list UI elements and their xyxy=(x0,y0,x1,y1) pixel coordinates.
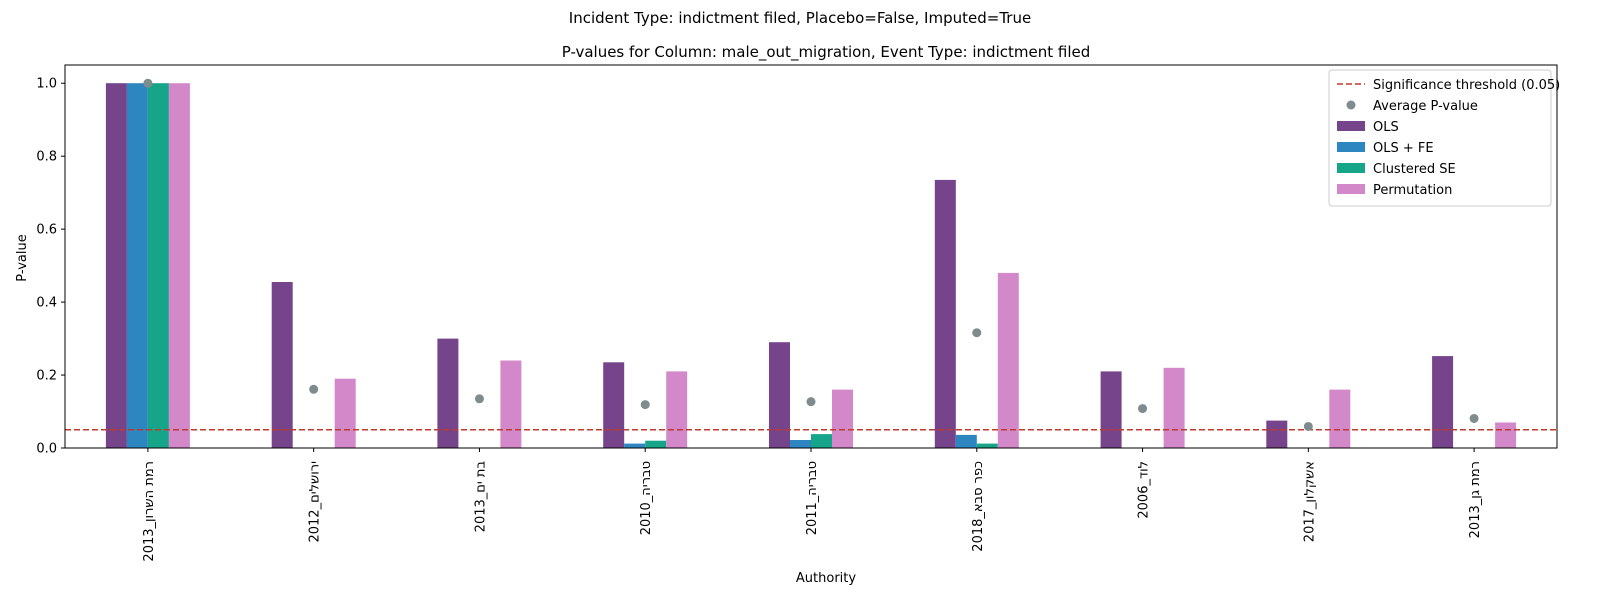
legend-label: Significance threshold (0.05) xyxy=(1373,78,1560,93)
average-pvalue-point xyxy=(972,328,982,338)
legend-label: OLS + FE xyxy=(1373,141,1434,156)
x-tick-label: טבריה_2010 xyxy=(639,461,654,535)
x-tick-label: רמת גן_2013 xyxy=(1468,461,1483,538)
x-tick-label: אשקלון_2017 xyxy=(1302,461,1317,542)
bar-ols xyxy=(1100,371,1122,448)
bar-ols xyxy=(934,179,956,448)
legend-box xyxy=(1328,69,1552,207)
bar-ols xyxy=(437,338,459,448)
figure-suptitle: Incident Type: indictment filed, Placebo… xyxy=(568,9,1032,27)
bar-permutation xyxy=(1163,367,1185,448)
bar-permutation xyxy=(1329,389,1351,448)
plot-area: 0.0 0.2 0.4 0.6 0.8 1.0 רמת השרון_2013 ירושלים_… xyxy=(36,64,1558,562)
legend-series-swatch xyxy=(1337,142,1365,152)
bar-ols xyxy=(1266,420,1288,448)
average-pvalue-point xyxy=(1469,413,1479,423)
bar-ols-fe xyxy=(790,440,811,448)
bar-ols xyxy=(105,83,127,448)
bar-permutation xyxy=(832,389,853,448)
legend-label: Average P-value xyxy=(1373,99,1478,114)
bar-ols xyxy=(603,362,625,448)
x-tick-label: ירושלים_2012 xyxy=(308,461,323,543)
average-pvalue-point xyxy=(1303,421,1313,431)
x-tick-label: טבריה_2011 xyxy=(805,461,820,535)
y-tick-label: 1.0 xyxy=(36,77,57,92)
x-tick-label: לוד_2006 xyxy=(1137,461,1152,519)
bar-permutation xyxy=(500,360,522,448)
average-pvalue-point xyxy=(806,397,816,407)
average-pvalue-point xyxy=(1138,404,1148,414)
bar-permutation xyxy=(1495,422,1517,448)
y-tick-label: 0.6 xyxy=(36,223,57,238)
bar-permutation xyxy=(997,272,1019,448)
y-tick-label: 0.2 xyxy=(36,369,57,384)
bar-clustered-se xyxy=(645,440,667,448)
average-pvalue-point xyxy=(474,394,484,404)
bar-clustered-se xyxy=(147,83,169,448)
legend-series-swatch xyxy=(1337,184,1365,194)
legend-label: Clustered SE xyxy=(1373,162,1456,177)
x-tick-label: בת ים_2013 xyxy=(473,461,488,532)
average-pvalue-point xyxy=(309,384,319,394)
chart-title: P-values for Column: male_out_migration,… xyxy=(562,43,1091,62)
bar-ols-fe xyxy=(955,434,977,448)
y-tick-label: 0.0 xyxy=(36,442,57,457)
y-axis-label: P-value xyxy=(15,234,30,281)
x-tick-label: כפר סבא_2018 xyxy=(971,461,986,552)
legend-series-swatch xyxy=(1337,163,1365,173)
x-axis-label: Authority xyxy=(796,571,856,586)
bar-clustered-se xyxy=(811,434,832,448)
legend: Significance threshold (0.05) Average P-v… xyxy=(1328,69,1560,207)
x-tick-label: רמת השרון_2013 xyxy=(142,461,157,562)
bar-ols xyxy=(1432,356,1454,448)
legend-label: OLS xyxy=(1373,120,1399,135)
average-pvalue-point xyxy=(640,400,650,410)
legend-label: Permutation xyxy=(1373,183,1452,198)
bar-clustered-se xyxy=(976,443,998,448)
bar-permutation xyxy=(168,83,190,448)
y-tick-label: 0.8 xyxy=(36,150,57,165)
bar-permutation xyxy=(334,378,356,448)
bar-ols xyxy=(271,282,293,448)
bar-ols-fe xyxy=(126,83,148,448)
bar-permutation xyxy=(666,371,688,448)
average-pvalue-point xyxy=(143,78,153,88)
bar-ols-fe xyxy=(624,443,646,448)
y-tick-label: 0.4 xyxy=(36,296,57,311)
bar-ols xyxy=(769,342,790,448)
legend-series-swatch xyxy=(1337,121,1365,131)
legend-average-swatch xyxy=(1346,100,1356,110)
